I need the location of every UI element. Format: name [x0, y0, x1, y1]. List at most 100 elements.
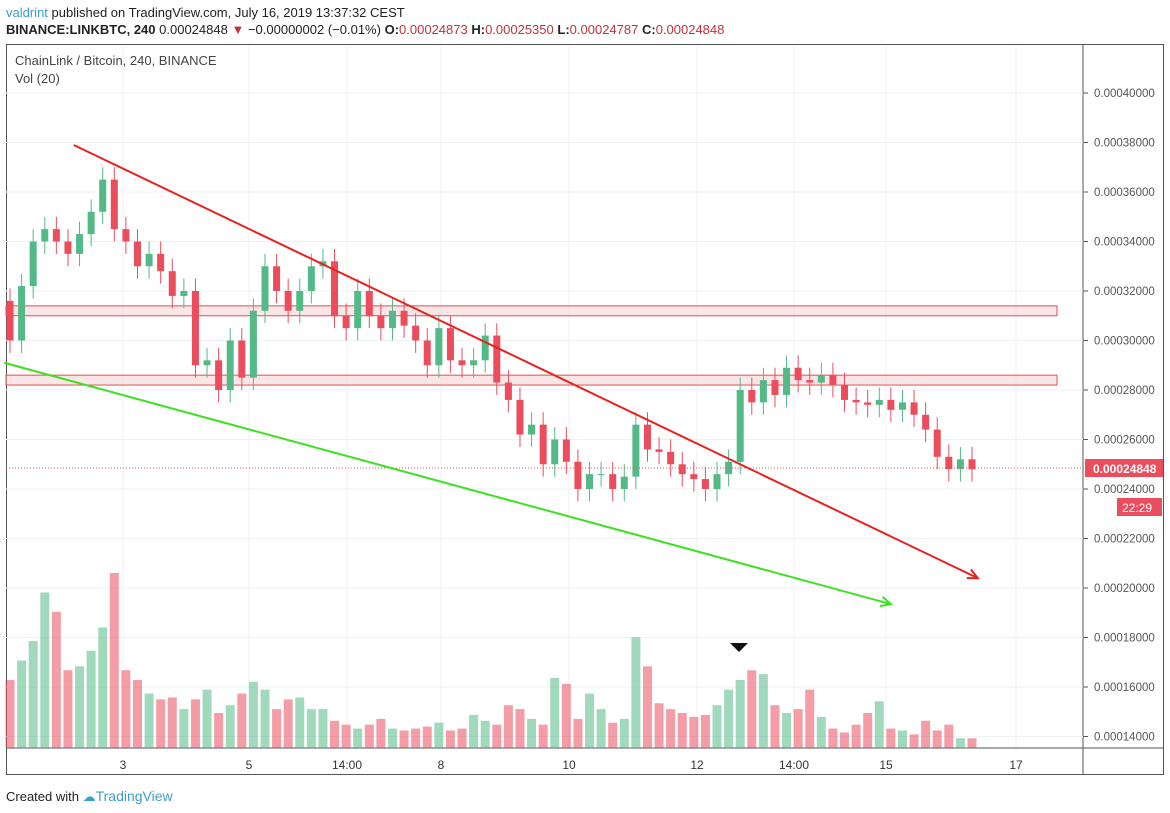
volume-bar [422, 726, 432, 748]
x-tick-label: 17 [1009, 758, 1023, 772]
candle-body [759, 380, 767, 403]
volume-bar [17, 660, 27, 748]
volume-bar [712, 705, 722, 748]
volume-bar [585, 693, 595, 748]
countdown-badge [1117, 498, 1162, 516]
candle-body [261, 266, 269, 311]
volume-bar [561, 683, 571, 748]
candle-body [725, 461, 733, 475]
volume-bar [480, 720, 490, 748]
volume-bar [793, 709, 803, 748]
candle-body [852, 399, 860, 403]
chart-frame[interactable] [6, 44, 1164, 775]
ohlc-line: BINANCE:LINKBTC, 240 0.00024848 ▼ −0.000… [6, 22, 724, 37]
volume-bar [376, 718, 386, 748]
candle-body [794, 367, 802, 381]
volume-bar [445, 730, 455, 748]
volume-bar [492, 724, 502, 748]
candle-body [423, 340, 431, 366]
y-tick-label: 0.00032000 [1094, 286, 1155, 298]
volume-bar [527, 718, 537, 748]
x-tick-label: 14:00 [779, 758, 809, 772]
volume-bar [573, 718, 583, 748]
volume-bar [75, 666, 85, 748]
candle-body [110, 179, 118, 230]
volume-bar [700, 714, 710, 748]
current-price-badge [1085, 459, 1163, 478]
author-link[interactable]: valdrint [6, 5, 48, 20]
candle-body [41, 229, 49, 242]
candle-body [609, 474, 617, 489]
candle-body [910, 402, 918, 415]
volume-bar [109, 573, 119, 748]
candle-body [145, 253, 153, 267]
volume-bar [353, 728, 363, 748]
volume-bar [666, 709, 676, 748]
candle-body [701, 479, 709, 489]
arrow-head-icon [966, 568, 980, 580]
candle-body [191, 291, 199, 366]
publish-line: valdrint published on TradingView.com, J… [6, 5, 405, 20]
candle-body [655, 449, 663, 452]
brand[interactable]: TradingView [95, 788, 173, 804]
candle-body [342, 315, 350, 329]
candle-body [133, 241, 141, 267]
candle-body [528, 424, 536, 435]
volume-bar [782, 713, 792, 748]
resistance-zone [5, 305, 1058, 317]
close-label: C: [641, 22, 656, 37]
volume-bar [689, 716, 699, 748]
candle-body [956, 459, 964, 470]
x-tick-label: 14:00 [332, 758, 362, 772]
down-arrow-icon: ▼ [231, 22, 245, 37]
candle-body [887, 399, 895, 410]
candle-body [736, 390, 744, 462]
candle-body [470, 360, 478, 366]
tradingview-logo-icon: ☁ [82, 789, 96, 804]
candle-body [458, 360, 466, 366]
volume-bar [225, 705, 235, 748]
volume-bar [654, 703, 664, 748]
candle-body [365, 291, 373, 316]
volume-bar [967, 738, 977, 748]
candle-body [922, 414, 930, 430]
volume-bar [214, 713, 224, 748]
volume-bar [179, 709, 189, 748]
volume-bar [469, 714, 479, 748]
volume-bar [897, 730, 907, 748]
volume-bar [944, 724, 954, 748]
volume-bar [816, 716, 826, 748]
marker-triangle-icon [730, 643, 748, 652]
candle-body [806, 380, 814, 383]
candle-body [64, 241, 72, 254]
volume-bar [955, 738, 965, 748]
candle-body [562, 439, 570, 462]
countdown-label: 22:29 [1122, 501, 1152, 515]
candle-body [215, 360, 223, 390]
close-value: 0.00024848 [655, 22, 725, 37]
candle-body [226, 340, 234, 390]
candle-body [388, 310, 396, 329]
candle-body [945, 456, 953, 470]
y-tick-label: 0.00018000 [1094, 633, 1155, 645]
candle-body [412, 325, 420, 341]
volume-bar [5, 679, 15, 748]
volume-bar [132, 679, 142, 748]
volume-bar [167, 697, 177, 748]
candle-body [122, 229, 130, 242]
volume-bar [677, 713, 687, 748]
volume-bar [608, 722, 618, 748]
candle-body [307, 266, 315, 291]
y-tick-label: 0.00026000 [1094, 435, 1155, 447]
y-tick-label: 0.00034000 [1094, 237, 1155, 249]
volume-bar [341, 724, 351, 748]
volume-bar [921, 720, 931, 748]
volume-bar [190, 699, 200, 748]
volume-bar [237, 693, 247, 748]
volume-bar [457, 728, 467, 748]
volume-bar [306, 709, 316, 748]
candle-body [435, 328, 443, 366]
candle-body [168, 271, 176, 296]
volume-bar [318, 709, 328, 748]
